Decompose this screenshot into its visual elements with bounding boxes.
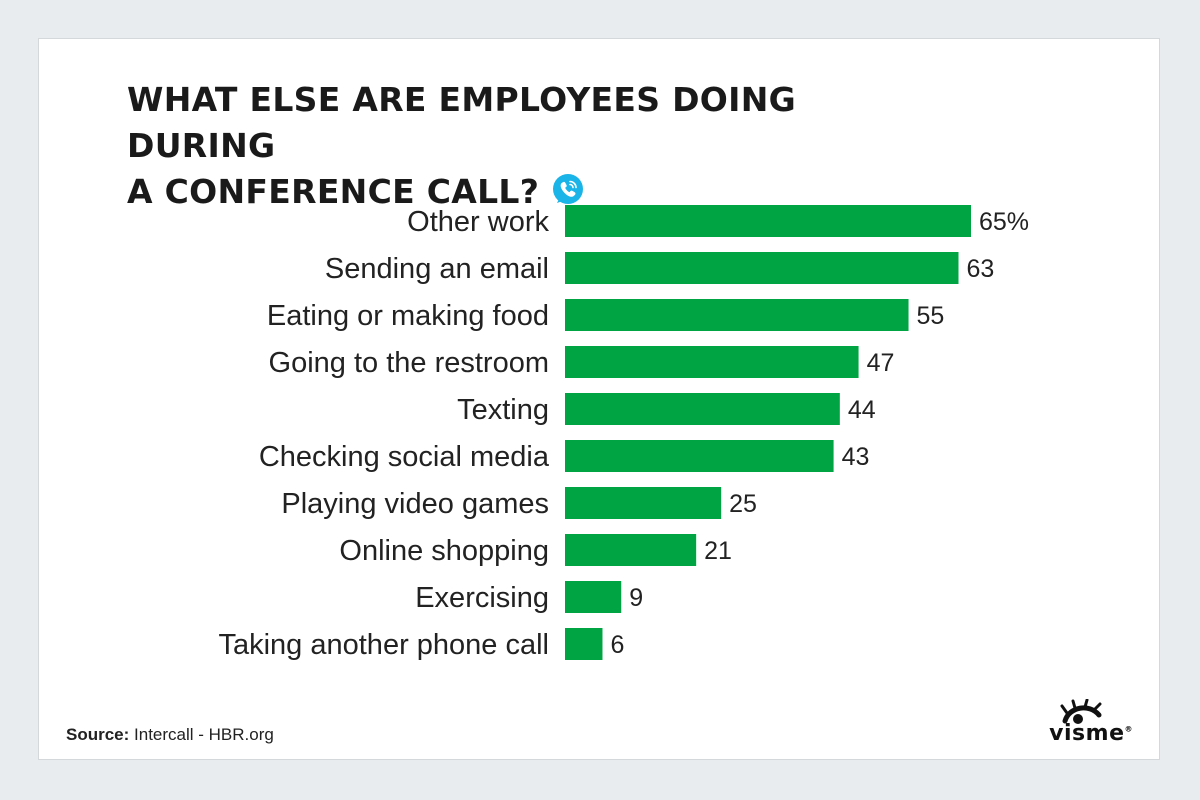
brand-name-text: visme [1049, 721, 1125, 746]
source-text: Intercall - HBR.org [129, 725, 274, 744]
infographic-card: WHAT ELSE ARE EMPLOYEES DOING DURING A C… [38, 38, 1160, 760]
category-label: Playing video games [281, 488, 549, 520]
value-label: 25 [729, 490, 757, 518]
category-label: Going to the restroom [269, 347, 549, 379]
bar [565, 346, 859, 378]
value-label: 55 [917, 302, 945, 330]
brand-registered-mark: ® [1124, 724, 1133, 734]
category-label: Other work [407, 206, 549, 238]
chart-title-line-2: A CONFERENCE CALL? [127, 169, 947, 215]
value-label: 47 [867, 349, 895, 377]
source-note: Source: Intercall - HBR.org [66, 725, 274, 745]
category-label: Texting [457, 394, 549, 426]
chart-title: WHAT ELSE ARE EMPLOYEES DOING DURING A C… [127, 77, 947, 215]
value-label: 63 [967, 255, 995, 283]
visme-eye-logo-icon [1060, 699, 1102, 724]
value-label: 65% [979, 208, 1029, 236]
bar [565, 299, 909, 331]
bar [565, 581, 622, 613]
bar [565, 205, 971, 237]
value-label: 6 [610, 631, 624, 659]
bar [565, 440, 834, 472]
category-label: Sending an email [325, 253, 549, 285]
bar [565, 628, 603, 660]
brand-name: visme® [1049, 721, 1133, 746]
bar [565, 534, 697, 566]
bar-chart: Other work 65% Sending an email 63 Eating or… [218, 205, 1029, 661]
bar [565, 252, 959, 284]
phone-chat-bubble-icon [553, 173, 584, 204]
chart-title-line-2-text: A CONFERENCE CALL? [127, 172, 540, 211]
source-label: Source: [66, 725, 130, 744]
value-label: 44 [848, 396, 876, 424]
category-label: Eating or making food [267, 300, 549, 332]
category-label: Online shopping [339, 535, 549, 567]
chart-title-line-1: WHAT ELSE ARE EMPLOYEES DOING DURING [127, 80, 797, 165]
category-label: Taking another phone call [218, 629, 549, 661]
category-label: Exercising [415, 582, 549, 614]
category-label: Checking social media [259, 441, 550, 473]
bar [565, 393, 840, 425]
value-label: 43 [842, 443, 870, 471]
value-label: 9 [629, 584, 643, 612]
value-label: 21 [704, 537, 732, 565]
bar [565, 487, 722, 519]
